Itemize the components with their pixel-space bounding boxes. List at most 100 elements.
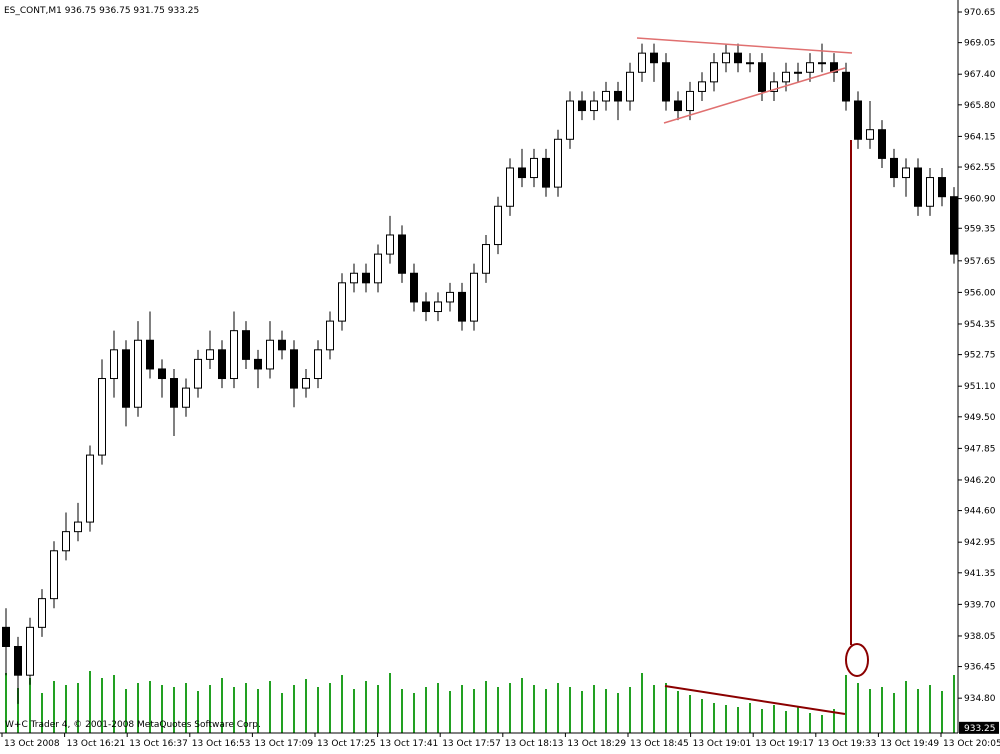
y-tick-label: 947.85 [964,444,996,454]
volume-bar [101,678,103,733]
volume-bar [125,689,127,733]
volume-bar [629,687,631,733]
y-tick-label: 956.00 [964,288,996,298]
candle-body [938,177,946,198]
candle-body [338,282,346,322]
x-tick-label: 13 Oct 2008 [4,739,60,749]
volume-bar [5,673,7,733]
volume-bar [317,687,319,733]
candle-body [698,81,706,92]
x-tick-label: 13 Oct 19:17 [755,739,814,749]
volume-bar [653,685,655,733]
volume-bar [689,695,691,733]
candle-body [770,81,778,92]
candle-body [842,71,850,102]
candle-body [866,129,874,140]
candle-layer [2,43,958,704]
y-tick-label: 936.45 [964,663,996,673]
volume-bar [89,671,91,733]
volume-bar [497,687,499,733]
y-tick-label: 962.55 [964,163,996,173]
volume-bar [713,703,715,733]
circle-annotation [845,643,869,677]
candle-body [242,330,250,360]
x-tick-label: 13 Oct 16:21 [67,739,126,749]
x-tick-label: 13 Oct 19:33 [818,739,877,749]
candle-body [710,62,718,83]
candle-body [398,234,406,274]
y-tick-label: 944.60 [964,507,996,517]
candle-body [386,234,394,255]
volume-bar [461,685,463,733]
candle-body [290,349,298,389]
volume-bar [485,681,487,733]
x-tick-label: 13 Oct 16:53 [192,739,251,749]
volume-trendline [664,685,846,715]
candle-body [350,272,358,284]
volume-bar [701,699,703,733]
volume-bar [209,685,211,733]
y-tick-label: 951.10 [964,382,996,392]
volume-bar [401,689,403,733]
volume-bar [437,683,439,733]
x-tick-label: 13 Oct 19:01 [693,739,752,749]
volume-bar [545,689,547,733]
candle-body [674,100,682,112]
candle-body [518,167,526,179]
candle-body [566,100,574,140]
y-tick-label: 938.05 [964,632,996,642]
volume-bar [665,683,667,733]
volume-bar [821,715,823,733]
volume-bar [53,681,55,733]
candle-body [806,62,814,73]
last-price-label: 933.25 [964,724,996,734]
last-price-box [959,721,999,734]
candle-body [122,349,130,408]
volume-bar [221,678,223,733]
x-tick-label: 13 Oct 17:25 [317,739,376,749]
candle-body [470,272,478,322]
candle-body [86,454,94,523]
candle-body [854,100,862,140]
volume-bar [173,687,175,733]
volume-bar [245,683,247,733]
candle-body [686,90,694,112]
volume-bar [953,675,955,733]
volume-bar [29,678,31,733]
candle-body [734,52,742,64]
y-tick-label: 949.50 [964,413,996,423]
watermark: W+C Trader 4, © 2001-2008 MetaQuotes Sof… [5,720,261,730]
volume-bar [425,687,427,733]
y-tick-label: 969.05 [964,39,996,49]
candle-body [554,138,562,188]
candle-body [578,100,586,112]
candle-body [254,358,262,370]
candle-body [530,157,538,179]
y-tick-label: 946.20 [964,476,996,486]
volume-bar [353,689,355,733]
candle-body [662,62,670,102]
volume-bar [809,713,811,733]
volume-bar [281,693,283,733]
candle-body [494,205,502,246]
candle-body [890,157,898,179]
volume-bar [533,685,535,733]
candle-body [422,301,430,313]
volume-bar [293,685,295,733]
volume-bar [41,693,43,733]
volume-bar [845,675,847,733]
x-tick-label: 13 Oct 17:09 [254,739,313,749]
volume-bar [869,689,871,733]
x-tick-label: 13 Oct 19:49 [880,739,939,749]
candle-body [170,378,178,408]
candle-body [878,129,886,159]
candle-body [326,320,334,351]
volume-bar [389,673,391,733]
y-tick-label: 934.80 [964,694,996,704]
candle-body [722,52,730,64]
candle-body [482,244,490,274]
candle-body [62,531,70,552]
y-tick-label: 941.35 [964,569,996,579]
x-tick-label: 13 Oct 17:57 [442,739,501,749]
